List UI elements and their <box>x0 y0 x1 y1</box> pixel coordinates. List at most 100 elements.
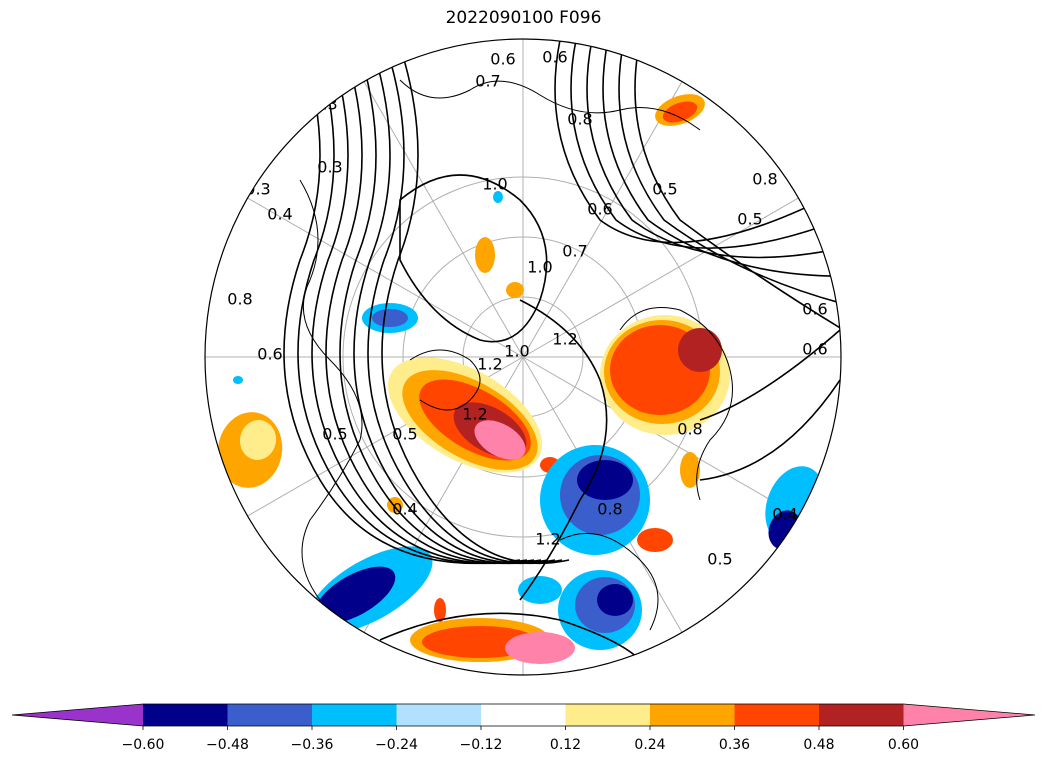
colorbar-segment <box>396 704 481 726</box>
coastline <box>299 179 363 601</box>
contour-label: 1.0 <box>504 342 529 361</box>
contour-line <box>325 39 542 564</box>
contour-label: 1.0 <box>482 175 507 194</box>
colorbar <box>11 703 1036 730</box>
positive-anomaly-area <box>474 420 526 460</box>
contour-label: 0.5 <box>322 425 347 444</box>
contour-line <box>297 39 528 565</box>
contour-label: 0.6 <box>587 200 612 219</box>
contour-label: 0.7 <box>562 242 587 261</box>
chart-title: 2022090100 F096 <box>445 8 602 28</box>
coastline <box>399 79 701 131</box>
negative-anomaly-area <box>518 576 562 604</box>
contour-label: 0.7 <box>475 72 500 91</box>
colorbar-tick-label: −0.36 <box>290 737 334 753</box>
colorbar-segment <box>312 704 397 726</box>
contour-label: 0.6 <box>802 340 827 359</box>
negative-anomaly-area <box>493 191 503 203</box>
colorbar-tick-label: 0.12 <box>549 737 582 753</box>
contour-label: 0.8 <box>567 110 592 129</box>
contour-label: 0.5 <box>707 550 732 569</box>
contour-label: 0.6 <box>802 300 827 319</box>
positive-anomaly-area <box>662 101 698 123</box>
contour-line <box>283 39 521 565</box>
colorbar-segment <box>734 704 819 726</box>
contour-line <box>570 39 841 249</box>
contour-label: 0.3 <box>312 95 337 114</box>
positive-anomaly-area <box>239 420 277 460</box>
contour-label: 0.5 <box>737 210 762 229</box>
negative-anomaly-area <box>597 584 633 616</box>
contour-label: 1.2 <box>477 355 502 374</box>
meridian-line <box>522 356 810 523</box>
colorbar-segment <box>565 704 650 726</box>
colorbar-tick-label: 0.36 <box>718 737 751 753</box>
positive-anomaly-area <box>506 282 524 298</box>
colorbar-tick-label: 0.60 <box>887 737 920 753</box>
contour-label: 0.6 <box>490 50 515 69</box>
meridian-line <box>522 191 810 358</box>
anomaly-fills <box>217 94 825 664</box>
colorbar-segment <box>650 704 735 726</box>
colorbar-tick-label: −0.48 <box>206 737 249 753</box>
contour-line <box>699 329 841 421</box>
colorbar-segment <box>227 704 312 726</box>
contour-label: 0.8 <box>227 290 252 309</box>
colorbar-segment <box>819 704 904 726</box>
colorbar-tick-label: −0.12 <box>459 737 503 753</box>
contour-label: 0.8 <box>752 170 777 189</box>
positive-anomaly-area <box>475 237 495 273</box>
contour-line <box>519 299 608 601</box>
contour-line <box>586 39 841 259</box>
contour-line <box>379 612 641 661</box>
colorbar-tick-label: −0.24 <box>375 737 418 753</box>
contour-line <box>339 39 549 564</box>
positive-anomaly-area <box>637 528 673 552</box>
contour-line <box>367 39 563 564</box>
contour-label: 1.2 <box>552 330 577 349</box>
positive-anomaly-area <box>680 452 700 488</box>
positive-anomaly-area <box>434 598 446 622</box>
contour-label: 1.2 <box>535 530 560 549</box>
contour-label: 0.6 <box>257 345 282 364</box>
contour-label: 0.4 <box>392 500 417 519</box>
colorbar-segment <box>143 704 228 726</box>
contour-line <box>554 39 841 244</box>
contour-line <box>399 174 548 343</box>
contour-line <box>311 39 535 565</box>
contour-lines <box>283 39 841 661</box>
colorbar-tick-label: 0.24 <box>634 737 666 753</box>
coastline <box>559 532 659 631</box>
contour-label: 0.8 <box>677 420 702 439</box>
map-boundary <box>204 38 842 676</box>
contour-line <box>634 39 841 341</box>
negative-anomaly-area <box>314 566 396 624</box>
contour-label: 0.8 <box>597 500 622 519</box>
graticule <box>205 39 841 675</box>
contour-label: 0.3 <box>317 158 342 177</box>
negative-anomaly-area <box>372 309 408 327</box>
contour-line <box>353 39 556 564</box>
contour-line <box>699 379 841 481</box>
positive-anomaly-area <box>505 632 575 664</box>
colorbar-tick-label: 0.48 <box>803 737 835 753</box>
polar-map: 0.6 0.60.70.30.30.30.40.50.60.70.81.01.01… <box>205 39 841 675</box>
contour-labels: 0.6 0.60.70.30.30.30.40.50.60.70.81.01.01… <box>227 48 827 569</box>
contour-label: 0.5 <box>392 425 417 444</box>
contour-label: 1.2 <box>462 405 487 424</box>
colorbar-segment <box>481 704 566 726</box>
contour-label: 0.4 <box>772 505 797 524</box>
contour-line <box>381 39 570 564</box>
contour-label: 0.5 <box>652 180 677 199</box>
contour-label: 0.4 <box>267 205 292 224</box>
meridian-line <box>357 70 524 358</box>
contour-line <box>602 39 841 278</box>
colorbar-extend-low <box>12 704 143 726</box>
negative-anomaly-area <box>233 376 243 384</box>
contour-label: 1.0 <box>527 258 552 277</box>
coastline <box>619 307 733 501</box>
negative-anomaly-area <box>577 460 633 500</box>
positive-anomaly-area <box>678 328 722 372</box>
coastline <box>409 349 481 411</box>
coastlines <box>299 79 733 631</box>
